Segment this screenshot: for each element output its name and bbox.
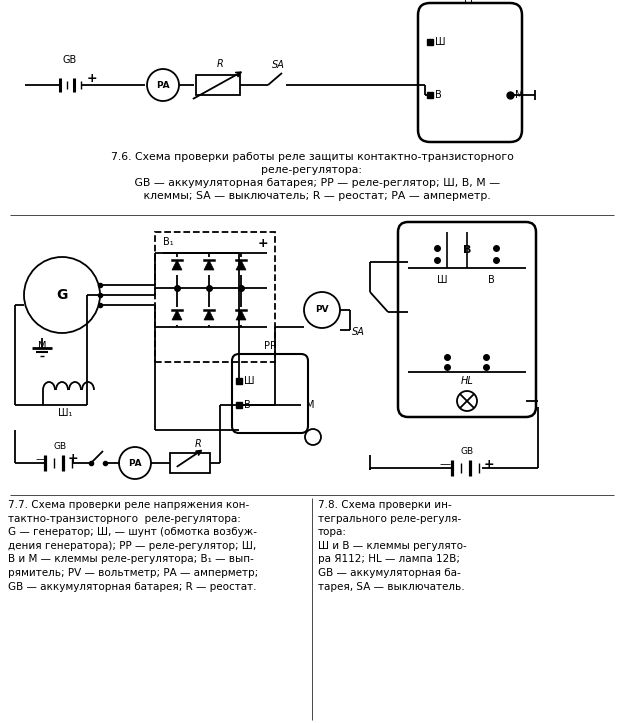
Text: В: В xyxy=(435,90,442,100)
Text: М: М xyxy=(37,341,46,351)
Text: 7.7. Схема проверки реле напряжения кон-
тактно-транзисторного  реле-регулятора:: 7.7. Схема проверки реле напряжения кон-… xyxy=(8,500,258,591)
Text: В₁: В₁ xyxy=(163,237,173,247)
Text: +: + xyxy=(484,458,494,471)
Circle shape xyxy=(305,429,321,445)
Text: В: В xyxy=(463,245,471,255)
Text: М: М xyxy=(306,400,314,410)
Text: клеммы; SA — выключатель; R — реостат; РА — амперметр.: клеммы; SA — выключатель; R — реостат; Р… xyxy=(133,191,491,201)
Polygon shape xyxy=(172,310,182,320)
Text: —: — xyxy=(36,454,47,464)
Text: В: В xyxy=(244,400,251,410)
Text: М: М xyxy=(515,90,524,100)
Circle shape xyxy=(119,447,151,479)
Text: SA: SA xyxy=(352,327,365,337)
Polygon shape xyxy=(236,310,246,320)
Text: GB: GB xyxy=(63,55,77,65)
Text: GB — аккумуляторная батарея; РР — реле-реглятор; Ш, В, М —: GB — аккумуляторная батарея; РР — реле-р… xyxy=(124,178,500,188)
Circle shape xyxy=(24,257,100,333)
Text: +: + xyxy=(87,72,97,85)
Text: +: + xyxy=(258,237,268,250)
Text: РА: РА xyxy=(156,80,170,90)
Text: R: R xyxy=(217,59,223,69)
Text: GB: GB xyxy=(54,442,67,451)
Text: 7.8. Схема проверки ин-
тегрального реле-регуля-
тора:
Ш и В — клеммы регулято-
: 7.8. Схема проверки ин- тегрального реле… xyxy=(318,500,467,591)
Bar xyxy=(170,453,210,473)
Text: реле-регулятора:: реле-регулятора: xyxy=(261,165,363,175)
Text: Ш₁: Ш₁ xyxy=(58,408,72,418)
Text: РР: РР xyxy=(464,0,476,5)
Text: Ш: Ш xyxy=(244,376,255,386)
Circle shape xyxy=(457,391,477,411)
Text: РР: РР xyxy=(264,341,276,351)
Text: G: G xyxy=(56,288,67,302)
Text: —: — xyxy=(439,459,451,469)
Text: Ш: Ш xyxy=(437,275,447,285)
Text: HL: HL xyxy=(461,376,474,386)
Polygon shape xyxy=(204,260,214,270)
Text: +: + xyxy=(67,453,79,466)
Bar xyxy=(196,75,240,95)
Text: Ш: Ш xyxy=(435,37,446,47)
Text: В: В xyxy=(487,275,494,285)
Text: 7.6. Схема проверки работы реле защиты контактно-транзисторного: 7.6. Схема проверки работы реле защиты к… xyxy=(110,152,514,162)
Text: PV: PV xyxy=(315,306,329,315)
Polygon shape xyxy=(236,260,246,270)
Text: SA: SA xyxy=(271,60,285,70)
Text: R: R xyxy=(195,439,202,449)
Polygon shape xyxy=(172,260,182,270)
Text: РА: РА xyxy=(128,458,142,468)
Text: GB: GB xyxy=(461,447,474,456)
Circle shape xyxy=(304,292,340,328)
Polygon shape xyxy=(204,310,214,320)
Bar xyxy=(155,232,275,362)
